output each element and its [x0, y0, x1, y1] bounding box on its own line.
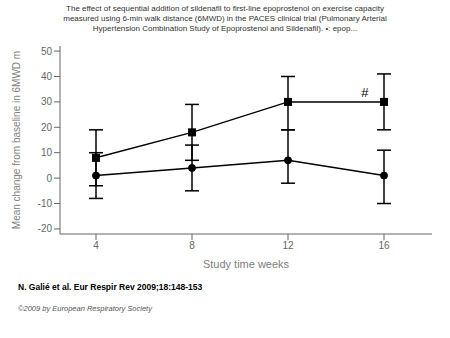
svg-text:50: 50: [41, 46, 53, 57]
svg-text:-20: -20: [38, 223, 53, 234]
svg-text:10: 10: [41, 147, 53, 158]
svg-text:30: 30: [41, 96, 53, 107]
svg-text:0: 0: [46, 173, 52, 184]
svg-text:Mean change from baseline in 6: Mean change from baseline in 6MWD m: [11, 51, 22, 229]
svg-text:#: #: [361, 85, 369, 100]
svg-text:40: 40: [41, 71, 53, 82]
svg-text:Study time weeks: Study time weeks: [203, 258, 290, 270]
svg-text:8: 8: [189, 240, 195, 251]
svg-text:16: 16: [378, 240, 390, 251]
svg-text:20: 20: [41, 122, 53, 133]
svg-text:-10: -10: [38, 198, 53, 209]
html-text:Hypertension Combination Study: Hypertension Combination Study of Epopro…: [92, 24, 358, 33]
html-text:The effect of sequential addit: The effect of sequential addition of sil…: [66, 4, 384, 13]
svg-text:12: 12: [282, 240, 294, 251]
html-text:©2009 by European Respiratory: ©2009 by European Respiratory Society: [18, 304, 152, 313]
html-text:measured using 6-min walk dist: measured using 6-min walk distance (6MWD…: [63, 14, 387, 23]
html-text:N. Galié et al. Eur Respir Rev: N. Galié et al. Eur Respir Rev 2009;18:1…: [18, 282, 203, 292]
svg-text:4: 4: [93, 240, 99, 251]
